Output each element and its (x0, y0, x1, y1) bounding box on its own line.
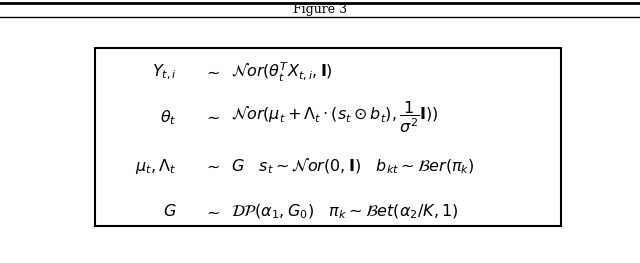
Text: Figure 3: Figure 3 (293, 3, 347, 16)
Bar (95, 48, 561, 226)
Text: $G \quad s_t \sim \mathcal{N}or(0, \mathbf{I}) \quad b_{kt} \sim \mathcal{B}er(\: $G \quad s_t \sim \mathcal{N}or(0, \math… (231, 156, 475, 176)
Text: $\mu_t, \Lambda_t$: $\mu_t, \Lambda_t$ (136, 157, 177, 176)
Text: $\mathcal{N}or(\mu_t + \Lambda_t \cdot (s_t \odot b_t), \dfrac{1}{\sigma^2}\math: $\mathcal{N}or(\mu_t + \Lambda_t \cdot (… (231, 100, 439, 135)
Text: $\sim$: $\sim$ (203, 158, 220, 175)
Text: $\sim$: $\sim$ (203, 109, 220, 126)
Text: $G$: $G$ (163, 203, 177, 220)
Text: $\mathcal{N}or(\theta_t^T X_{t,i}, \mathbf{I})$: $\mathcal{N}or(\theta_t^T X_{t,i}, \math… (231, 60, 333, 84)
Text: $\sim$: $\sim$ (203, 64, 220, 80)
Text: $Y_{t,i}$: $Y_{t,i}$ (152, 62, 177, 82)
Text: $\theta_t$: $\theta_t$ (160, 108, 177, 127)
Text: $\sim$: $\sim$ (203, 203, 220, 220)
Text: $\mathcal{D}\mathcal{P}(\alpha_1, G_0) \quad \pi_k \sim \mathcal{B}et(\alpha_2/K: $\mathcal{D}\mathcal{P}(\alpha_1, G_0) \… (231, 203, 459, 221)
